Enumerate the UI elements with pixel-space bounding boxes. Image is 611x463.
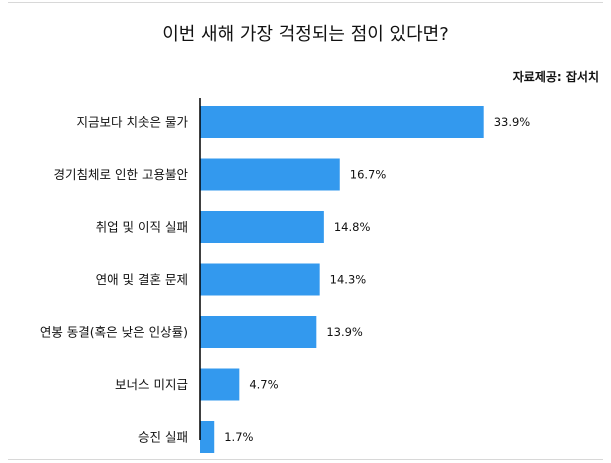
- category-label-4: 연애 및 결혼 문제: [96, 272, 188, 287]
- value-label-2: 16.7%: [350, 168, 387, 182]
- category-label-7: 승진 실패: [138, 430, 188, 445]
- value-label-4: 14.3%: [330, 273, 367, 287]
- value-label-5: 13.9%: [326, 325, 363, 339]
- category-label-6: 보너스 미지급: [115, 377, 188, 392]
- bar-4: [200, 264, 320, 296]
- value-label-6: 4.7%: [249, 378, 278, 392]
- bar-5: [200, 316, 316, 348]
- bar-7: [200, 421, 214, 453]
- value-label-3: 14.8%: [334, 220, 371, 234]
- category-label-3: 취업 및 이직 실패: [96, 220, 188, 235]
- category-label-1: 지금보다 치솟은 물가: [77, 115, 189, 130]
- category-label-5: 연봉 동결(혹은 낮은 인상률): [40, 325, 188, 340]
- bar-6: [200, 369, 239, 401]
- bar-3: [200, 211, 324, 243]
- bar-1: [200, 106, 484, 138]
- category-label-2: 경기침체로 인한 고용불안: [54, 167, 189, 182]
- value-label-1: 33.9%: [494, 115, 531, 129]
- value-label-7: 1.7%: [224, 430, 253, 444]
- bar-2: [200, 159, 340, 191]
- bar-group: 지금보다 치솟은 물가 33.9% 경기침체로 인한 고용불안 16.7% 취업 및 이…: [40, 106, 530, 453]
